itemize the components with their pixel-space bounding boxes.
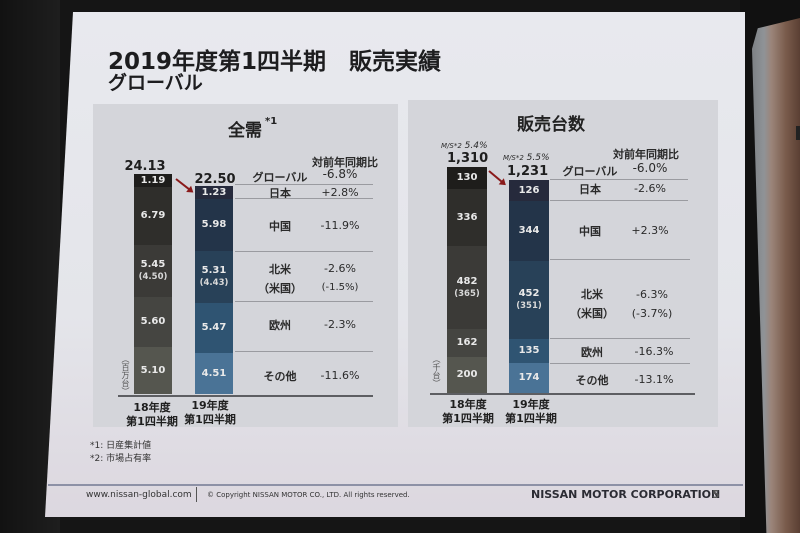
- bar-segment-other: 174: [509, 363, 549, 393]
- region-north-america: 北米 （米国）: [570, 288, 614, 320]
- bar-segment-north-america: 482 (365): [447, 246, 487, 329]
- slide-title: 2019年度第1四半期 販売実績: [108, 49, 442, 75]
- bar-segment-japan: 130: [447, 167, 487, 189]
- region-europe: 欧州: [581, 346, 603, 359]
- region-china: 中国: [269, 220, 291, 233]
- bar-segment-japan: 126: [509, 180, 549, 201]
- yoy-europe: -16.3%: [634, 345, 674, 358]
- page-number: 5: [712, 488, 720, 501]
- footer-corporation: NISSAN MOTOR CORPORATION: [531, 488, 721, 501]
- footnote-1: *1: 日産集計値: [90, 441, 152, 451]
- yoy-north-america: -6.3% (-3.7%): [631, 288, 673, 320]
- global-label: グローバル: [252, 171, 308, 184]
- global-yoy: -6.0%: [632, 161, 668, 175]
- yoy-china: +2.3%: [631, 224, 669, 237]
- row-divider: [550, 200, 688, 201]
- yoy-other: -13.1%: [634, 373, 674, 386]
- unit-sales-heading: 販売台数: [517, 115, 585, 135]
- footer-url: www.nissan-global.com: [86, 490, 192, 500]
- yoy-other: -11.6%: [320, 369, 360, 382]
- row-divider: [235, 198, 373, 199]
- region-north-america: 北米 （米国）: [258, 263, 302, 295]
- yoy-column-header: 対前年同期比: [613, 148, 679, 161]
- footer-copyright: © Copyright NISSAN MOTOR CO., LTD. All r…: [207, 491, 410, 499]
- slide-subtitle: グローバル: [108, 72, 203, 94]
- bar-segment-europe: 5.47: [195, 303, 233, 353]
- footnote-2: *2: 市場占有率: [90, 454, 152, 464]
- pillar-mark: [796, 126, 800, 140]
- bar-segment-japan: 1.23: [195, 186, 233, 199]
- region-other: その他: [263, 370, 297, 383]
- bar-segment-north-america: 5.31 (4.43): [195, 251, 233, 303]
- footer-separator: [196, 487, 197, 502]
- bar-segment-china: 6.79: [134, 187, 172, 245]
- yoy-japan: -2.6%: [634, 182, 666, 195]
- bar-segment-other: 4.51: [195, 353, 233, 394]
- footnotes: *1: 日産集計値 *2: 市場占有率: [90, 440, 151, 466]
- chart-baseline: [430, 393, 695, 395]
- global-yoy: -6.8%: [322, 167, 358, 181]
- period-curr: 19年度 第1四半期: [184, 399, 236, 426]
- global-label: グローバル: [562, 165, 618, 178]
- prev-total: 1,310: [447, 151, 489, 166]
- curr-total: 1,231: [507, 164, 549, 179]
- bar-segment-china: 336: [447, 189, 487, 246]
- bar-segment-china: 344: [509, 201, 549, 261]
- unit-label: （千台）: [432, 355, 441, 387]
- yoy-japan: +2.8%: [321, 186, 359, 199]
- region-europe: 欧州: [269, 319, 291, 332]
- row-divider: [550, 179, 688, 180]
- row-divider: [550, 338, 690, 339]
- curr-total: 22.50: [194, 172, 236, 187]
- row-divider: [550, 259, 690, 260]
- prev-demand-bar: 1.19 6.79 5.45 (4.50) 5.60 5.10: [134, 174, 172, 394]
- row-divider: [550, 363, 690, 364]
- curr-market-share: M/S*2 5.5%: [503, 153, 550, 163]
- bar-segment-other: 5.10: [134, 347, 172, 394]
- row-divider: [235, 251, 373, 252]
- bar-segment-japan: 1.19: [134, 174, 172, 187]
- region-china: 中国: [579, 225, 601, 238]
- curr-sales-bar: 126 344 452 (351) 135 174: [509, 180, 549, 393]
- row-divider: [235, 184, 373, 185]
- bar-segment-europe: 5.60: [134, 297, 172, 347]
- bar-segment-other: 200: [447, 357, 487, 393]
- bar-segment-china: 5.98: [195, 199, 233, 251]
- chart-baseline: [118, 395, 373, 397]
- bar-segment-north-america: 5.45 (4.50): [134, 245, 172, 297]
- yoy-north-america: -2.6% (-1.5%): [321, 262, 359, 293]
- period-curr: 19年度 第1四半期: [505, 398, 557, 425]
- period-prev: 18年度 第1四半期: [442, 398, 494, 425]
- region-other: その他: [575, 374, 609, 387]
- unit-label: （百万台）: [121, 355, 130, 395]
- prev-sales-bar: 130 336 482 (365) 162 200: [447, 167, 487, 393]
- region-japan: 日本: [269, 187, 291, 200]
- row-divider: [235, 351, 373, 352]
- footer-divider: [48, 484, 743, 486]
- bar-segment-north-america: 452 (351): [509, 261, 549, 339]
- yoy-column-header: 対前年同期比: [312, 156, 378, 169]
- prev-total: 24.13: [124, 159, 166, 174]
- bar-segment-europe: 135: [509, 339, 549, 363]
- bar-segment-europe: 162: [447, 329, 487, 357]
- prev-market-share: M/S*2 5.4%: [441, 141, 488, 151]
- total-demand-heading: 全需 *1: [228, 116, 278, 141]
- region-japan: 日本: [579, 183, 601, 196]
- period-prev: 18年度 第1四半期: [126, 401, 178, 428]
- curr-demand-bar: 1.23 5.98 5.31 (4.43) 5.47 4.51: [195, 186, 233, 394]
- yoy-europe: -2.3%: [324, 318, 356, 331]
- yoy-china: -11.9%: [320, 219, 360, 232]
- row-divider: [235, 301, 373, 302]
